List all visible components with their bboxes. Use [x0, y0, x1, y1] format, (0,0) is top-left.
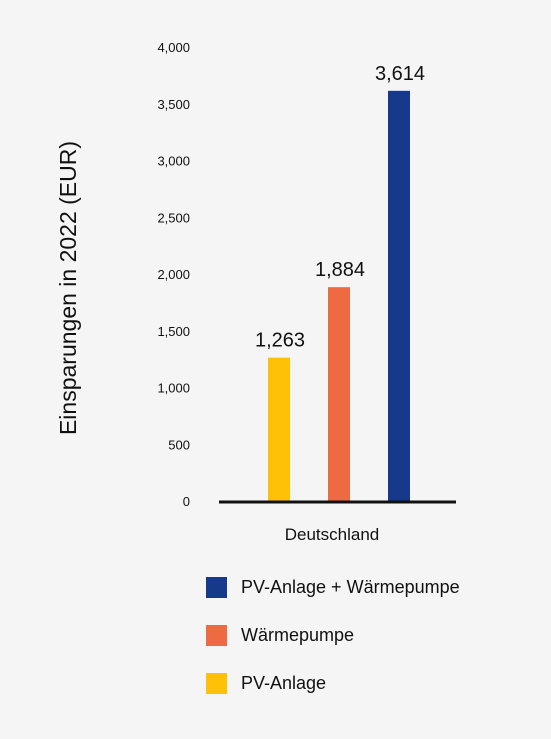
y-tick-label: 0: [183, 494, 190, 509]
y-tick-label: 4,000: [157, 40, 190, 55]
legend-swatch: [206, 624, 227, 646]
y-tick-label: 1,500: [157, 324, 190, 339]
bar-chart: Einsparungen in 2022 (EUR) 0 500 1,000 1,50…: [55, 40, 456, 544]
y-tick-label: 2,000: [157, 267, 190, 282]
y-tick-label: 3,500: [157, 97, 190, 112]
legend-swatch: [206, 672, 227, 694]
y-tick-label: 500: [168, 437, 190, 452]
data-labels: 1,263 1,884 3,614: [255, 63, 425, 352]
legend-item-pv-waermepumpe: PV-Anlage + Wärmepumpe: [206, 575, 460, 599]
legend-label: Wärmepumpe: [241, 624, 355, 645]
y-tick-label: 2,500: [157, 210, 190, 225]
bar: [328, 287, 350, 501]
bars: [268, 90, 410, 501]
legend-swatch: [206, 576, 227, 598]
bar: [388, 90, 410, 501]
legend-label: PV-Anlage + Wärmepumpe: [241, 576, 460, 597]
y-axis-title: Einsparungen in 2022 (EUR): [55, 141, 81, 435]
legend-item-pv-anlage: PV-Anlage: [206, 671, 460, 695]
y-tick-label: 1,000: [157, 381, 190, 396]
category-label: Deutschland: [285, 525, 380, 544]
bar-value-label: 3,614: [375, 63, 425, 85]
bar-value-label: 1,884: [315, 259, 365, 281]
legend: PV-Anlage + Wärmepumpe Wärmepumpe PV-Anl…: [206, 575, 460, 719]
y-tick-label: 3,000: [157, 154, 190, 169]
y-axis-ticks: 0 500 1,000 1,500 2,000 2,500 3,000 3,500 4,000: [157, 40, 190, 509]
legend-label: PV-Anlage: [241, 672, 327, 693]
bar-value-label: 1,263: [255, 330, 305, 352]
bar: [268, 357, 290, 501]
legend-item-waermepumpe: Wärmepumpe: [206, 623, 460, 647]
